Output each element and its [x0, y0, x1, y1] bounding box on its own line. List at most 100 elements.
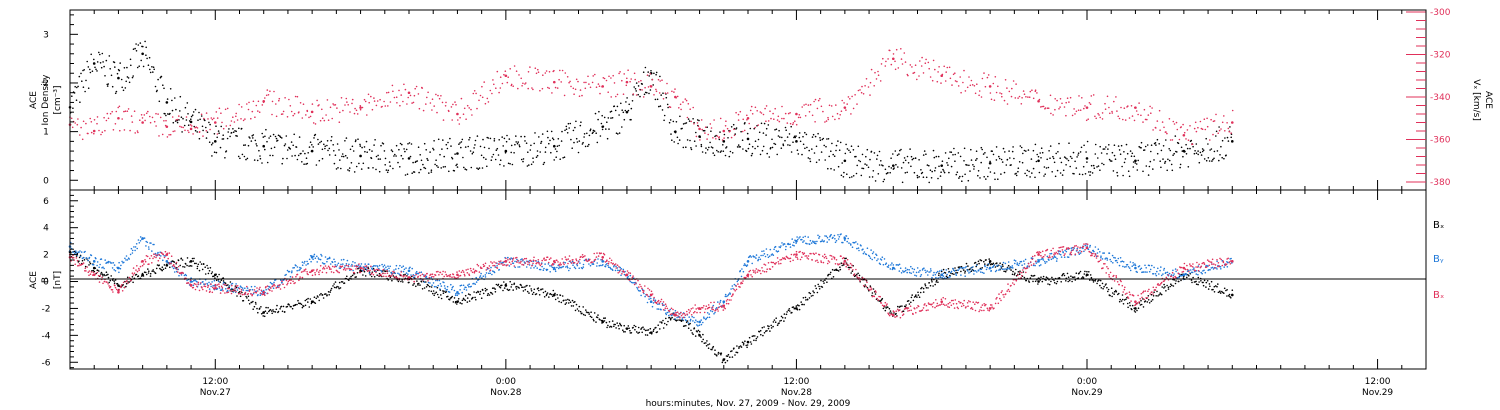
ion-density-dot	[303, 163, 305, 165]
vx-dot	[205, 112, 208, 114]
bx-dot	[714, 353, 716, 355]
bx-dot	[516, 285, 518, 288]
by-dot	[840, 233, 842, 235]
ion-density-dot	[929, 169, 932, 171]
vx-dot	[852, 107, 855, 110]
top-right-ylabel-line-1: ACE	[1483, 91, 1493, 109]
ion-density-dot	[682, 123, 685, 125]
vx-dot	[879, 80, 882, 82]
by-dot	[743, 263, 746, 265]
vx-dot	[1111, 110, 1113, 113]
ion-density-dot	[583, 133, 586, 135]
ion-density-dot	[1132, 161, 1135, 163]
ion-density-dot	[105, 59, 108, 62]
ion-density-dot	[458, 143, 460, 145]
ion-density-dot	[1211, 160, 1213, 162]
by-dot	[629, 280, 631, 283]
bx-dot	[585, 309, 587, 311]
ion-density-dot	[359, 145, 362, 147]
ion-density-dot	[643, 93, 646, 96]
bx-dot	[945, 275, 948, 278]
by-dot	[139, 240, 142, 242]
bx-dot	[613, 325, 615, 328]
bx-dot	[944, 272, 947, 274]
ion-density-dot	[104, 75, 106, 77]
ion-density-dot	[78, 75, 81, 78]
by-dot	[789, 246, 792, 248]
by-dot	[1112, 262, 1114, 264]
ion-density-dot	[337, 167, 339, 169]
ion-density-dot	[1160, 149, 1163, 152]
vx-dot	[787, 112, 790, 115]
ion-density-dot	[872, 170, 875, 172]
ion-density-dot	[682, 146, 685, 149]
by-dot	[785, 245, 787, 248]
by-dot	[1216, 260, 1218, 263]
vx-dot	[685, 99, 688, 102]
ion-density-dot	[618, 132, 621, 134]
ion-density-dot	[1090, 164, 1093, 167]
ion-density-dot	[890, 167, 893, 169]
vx-dot	[174, 130, 176, 132]
by-dot	[1117, 257, 1120, 260]
ion-density-dot	[138, 65, 140, 67]
by-dot	[640, 294, 642, 297]
bx-dot	[920, 287, 922, 290]
by-dot	[1211, 266, 1214, 269]
vx-point	[359, 106, 362, 109]
bx-dot	[685, 324, 687, 327]
ion-density-dot	[289, 148, 292, 150]
vx-dot	[351, 98, 354, 101]
by-dot	[1048, 259, 1050, 261]
ion-density-dot	[510, 151, 512, 154]
by-dot	[845, 235, 848, 237]
ion-density-dot	[179, 95, 182, 98]
by-dot	[696, 324, 698, 326]
by-dot	[296, 269, 299, 272]
vx-dot	[364, 100, 367, 103]
bx-dot	[213, 275, 215, 278]
vx-dot	[860, 91, 863, 94]
ion-density-dot	[865, 155, 867, 158]
ion-density-dot	[805, 133, 808, 136]
ion-density-dot	[776, 153, 778, 156]
bz-point	[117, 290, 120, 294]
vx-point	[1085, 106, 1089, 109]
bx-dot	[1041, 280, 1044, 283]
bx-dot	[689, 322, 691, 325]
by-dot	[737, 279, 739, 282]
by-dot	[602, 264, 604, 266]
vx-dot	[367, 93, 370, 96]
vx-dot	[846, 103, 848, 105]
ion-density-dot	[684, 122, 686, 125]
vx-dot	[675, 97, 677, 99]
bx-dot	[608, 321, 611, 323]
ion-density-dot	[349, 148, 352, 151]
vx-dot	[366, 114, 368, 116]
bx-dot	[1085, 275, 1088, 277]
by-dot	[383, 268, 386, 270]
by-dot	[482, 275, 485, 278]
by-dot	[1106, 257, 1108, 260]
bx-dot	[389, 276, 392, 279]
vx-dot	[109, 112, 112, 115]
vx-dot	[751, 113, 754, 115]
ion-density-dot	[1201, 150, 1204, 153]
bz-dot	[97, 274, 100, 277]
vx-dot	[441, 101, 444, 104]
ion-density-dot	[1062, 169, 1065, 172]
vx-dot	[1117, 115, 1119, 118]
bx-dot	[503, 287, 506, 289]
by-dot	[793, 241, 795, 244]
vx-dot	[393, 96, 396, 99]
vx-dot	[131, 121, 134, 123]
ion-density-dot	[82, 69, 84, 72]
by-dot	[114, 270, 117, 272]
by-dot	[1101, 258, 1104, 260]
ion-density-dot	[294, 154, 296, 157]
bx-dot	[1197, 276, 1200, 279]
bx-dot	[294, 303, 297, 306]
by-dot	[1186, 270, 1189, 273]
by-dot	[987, 263, 990, 265]
ion-density-dot	[761, 149, 764, 152]
